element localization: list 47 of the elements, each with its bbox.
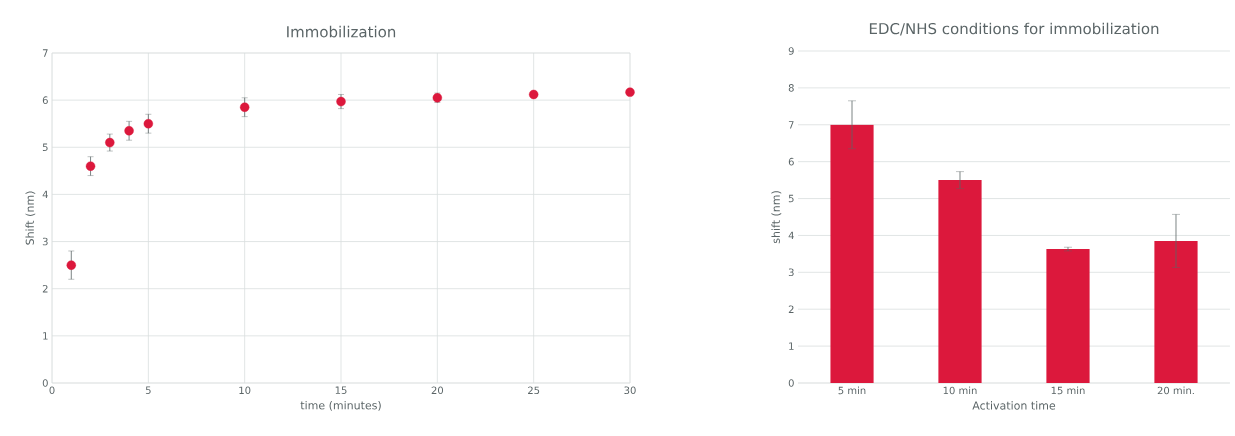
x-tick-label: 30 [624, 386, 636, 395]
y-tick-label: 6 [788, 157, 794, 166]
x-tick-label: 25 [528, 386, 540, 395]
x-axis-title: time (minutes) [300, 400, 381, 411]
x-tick-label: 5 min [838, 386, 866, 395]
y-tick-label: 3 [788, 268, 794, 277]
chart-title: Immobilization [287, 25, 396, 38]
y-tick-label: 5 [42, 143, 48, 151]
x-tick-label: 20 [431, 386, 444, 395]
x-tick-label: 5 [145, 386, 151, 394]
x-tick-label: 10 [239, 386, 251, 395]
y-tick-label: 7 [42, 49, 48, 57]
y-axis-title: Shift (nm) [25, 191, 36, 245]
bar [1046, 249, 1090, 383]
y-tick-label: 6 [42, 96, 48, 104]
y-tick-label: 4 [42, 190, 48, 199]
point [143, 119, 154, 129]
y-tick-label: 9 [788, 47, 794, 55]
y-tick-label: 1 [789, 342, 794, 350]
x-tick-label: 15 [335, 386, 347, 394]
point [124, 126, 134, 136]
y-tick-label: 2 [42, 284, 48, 293]
y-tick-label: 1 [43, 332, 48, 340]
x-tick-label: 10 min [943, 386, 977, 395]
y-axis-title: shift (nm) [771, 191, 782, 244]
y-tick-label: 0 [788, 379, 794, 387]
point [625, 87, 635, 97]
point [105, 137, 115, 148]
chart-title: EDC/NHS conditions for immobilization [869, 22, 1159, 36]
bar [938, 180, 982, 383]
y-tick-label: 8 [788, 84, 794, 92]
x-tick-label: 0 [49, 386, 55, 395]
y-tick-label: 3 [42, 237, 48, 246]
x-axis-title: Activation time [972, 401, 1056, 410]
point [66, 260, 76, 270]
bar [1154, 240, 1198, 383]
x-tick-label: 20 min. [1157, 386, 1194, 395]
y-tick-label: 7 [788, 121, 794, 129]
y-tick-label: 4 [788, 231, 794, 240]
point [85, 161, 96, 171]
point [239, 102, 250, 112]
bar [830, 124, 874, 383]
y-tick-label: 2 [788, 305, 794, 313]
y-tick-label: 0 [42, 379, 48, 387]
x-tick-label: 15 min [1051, 386, 1085, 395]
point [528, 89, 539, 100]
y-tick-label: 5 [788, 194, 794, 203]
